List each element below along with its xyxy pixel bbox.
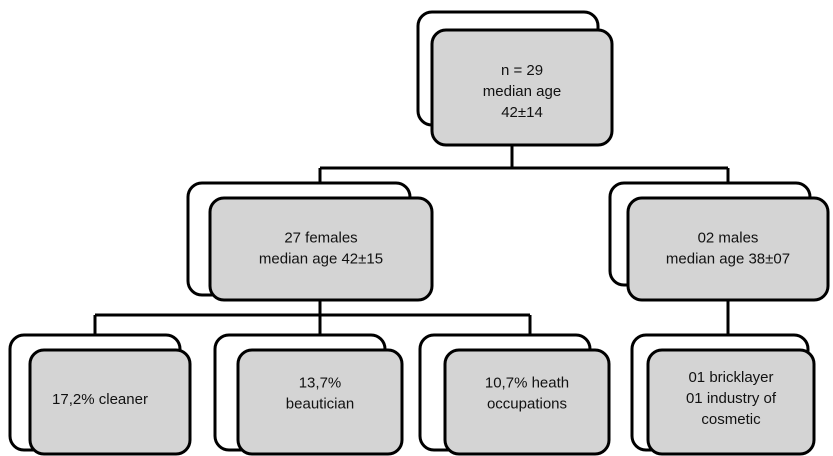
node-label: 42±14 (501, 104, 543, 121)
node-label: beautician (286, 395, 354, 412)
node-label: median age (483, 83, 561, 100)
node-box (430, 28, 614, 147)
node-label: occupations (487, 395, 567, 412)
connectors (93, 145, 730, 335)
node-label: 02 males (698, 229, 759, 246)
node-label: median age 42±15 (259, 250, 383, 267)
connector (318, 145, 730, 183)
node-box (28, 348, 192, 456)
node-box (626, 196, 830, 302)
node-box (646, 348, 816, 456)
node-label: 17,2% cleaner (52, 391, 148, 408)
node-label: 13,7% (299, 374, 342, 391)
node-box (443, 348, 611, 456)
node-box (236, 348, 404, 456)
node-label: median age 38±07 (666, 250, 790, 267)
node-label: 01 industry of (686, 390, 777, 407)
node-label: 01 bricklayer (688, 369, 773, 386)
connector (93, 300, 532, 335)
node-box (208, 196, 434, 302)
boxes: n = 29 median age 42±14 27 females median ag… (8, 10, 830, 456)
node-label: cosmetic (701, 411, 761, 428)
node-label: 10,7% heath (485, 374, 569, 391)
node-label: 27 females (284, 229, 357, 246)
node-label: n = 29 (501, 62, 543, 79)
